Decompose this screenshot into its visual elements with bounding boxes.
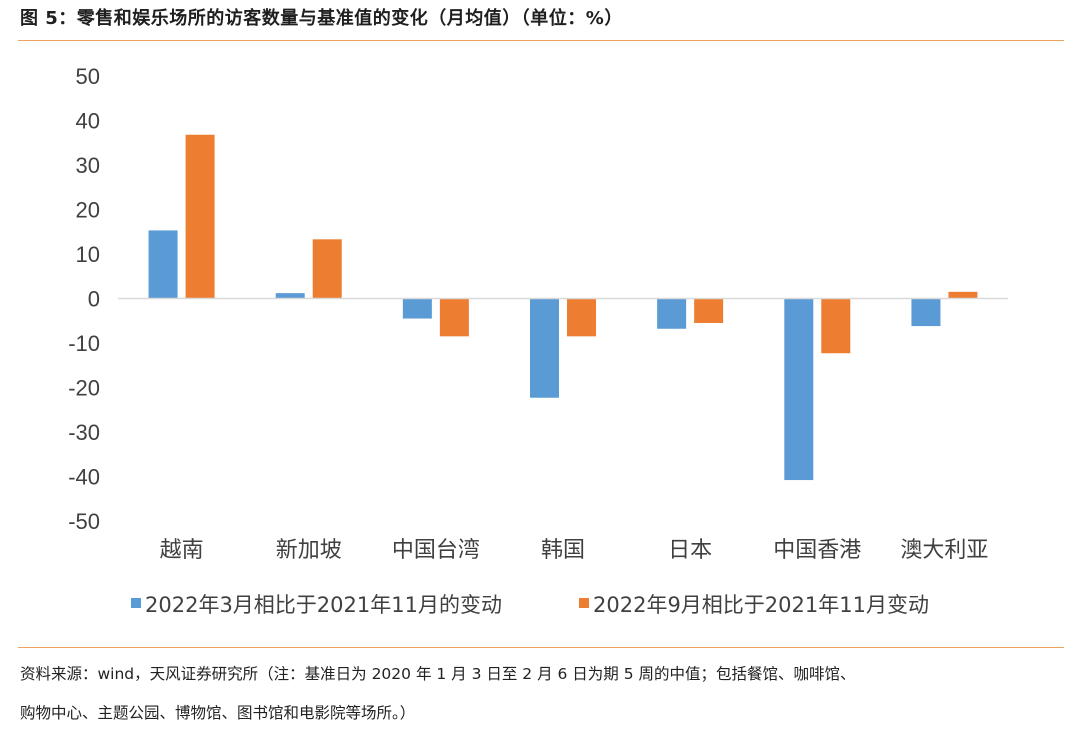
x-category-label: 中国香港 bbox=[773, 538, 861, 563]
x-category-label: 日本 bbox=[668, 538, 712, 563]
chart-title: 图 5：零售和娱乐场所的访客数量与基准值的变化（月均值）（单位：%） bbox=[20, 8, 623, 29]
y-tick-label: -10 bbox=[68, 331, 100, 356]
y-tick-label: 50 bbox=[76, 64, 100, 89]
bar-series-1-6 bbox=[784, 298, 814, 481]
bar-series-1-1 bbox=[148, 230, 178, 299]
bar-series-2-3 bbox=[439, 298, 469, 337]
bar-series-2-7 bbox=[948, 291, 978, 299]
x-category-label: 越南 bbox=[160, 538, 204, 563]
x-axis-category-labels: 越南 新加坡 中国台湾 韩国 日本 中国香港 澳大利亚 bbox=[160, 538, 989, 563]
bar-series-1-2 bbox=[275, 293, 305, 299]
legend-label-series-1: 2022年3月相比于2021年11月的变动 bbox=[145, 593, 502, 617]
y-tick-label: -30 bbox=[68, 420, 100, 445]
bar-series-2-6 bbox=[821, 298, 851, 354]
bar-series-2-2 bbox=[312, 239, 342, 299]
legend: 2022年3月相比于2021年11月的变动 2022年9月相比于2021年11月变… bbox=[131, 593, 929, 617]
y-tick-label: -40 bbox=[68, 465, 100, 490]
source-note-line-1: 资料来源：wind，天风证券研究所（注：基准日为 2020 年 1 月 3 日至… bbox=[20, 665, 856, 683]
bar-series-1-7 bbox=[911, 298, 941, 327]
y-tick-label: 20 bbox=[76, 198, 100, 223]
y-tick-label: -20 bbox=[68, 376, 100, 401]
bar-series-1-5 bbox=[657, 298, 687, 329]
bar-marks bbox=[148, 134, 978, 481]
bar-chart: 50 40 30 20 10 0 -10 -20 -30 -40 -50 越南 新加坡 中国台湾 韩国 日本… bbox=[68, 64, 1008, 617]
y-tick-label: 40 bbox=[76, 109, 100, 134]
x-category-label: 澳大利亚 bbox=[900, 538, 988, 563]
x-category-label: 中国台湾 bbox=[392, 538, 480, 563]
x-category-label: 新加坡 bbox=[276, 538, 342, 563]
bar-series-2-5 bbox=[694, 298, 724, 323]
y-tick-label: 10 bbox=[76, 242, 100, 267]
y-tick-label: 30 bbox=[76, 153, 100, 178]
title-divider bbox=[18, 40, 1064, 41]
legend-label-series-2: 2022年9月相比于2021年11月变动 bbox=[593, 593, 929, 617]
bar-series-2-1 bbox=[185, 134, 215, 299]
x-category-label: 韩国 bbox=[541, 538, 585, 563]
y-tick-label: -50 bbox=[68, 509, 100, 534]
bar-series-1-3 bbox=[402, 298, 432, 319]
source-note-line-2: 购物中心、主题公园、博物馆、图书馆和电影院等场所。） bbox=[20, 704, 416, 722]
bar-series-2-4 bbox=[567, 298, 596, 337]
y-tick-label: 0 bbox=[88, 287, 100, 312]
bar-series-1-4 bbox=[530, 298, 559, 398]
legend-swatch-series-1 bbox=[131, 598, 141, 608]
source-divider bbox=[18, 647, 1064, 648]
y-axis-ticks: 50 40 30 20 10 0 -10 -20 -30 -40 -50 bbox=[68, 64, 100, 534]
legend-swatch-series-2 bbox=[579, 598, 589, 608]
